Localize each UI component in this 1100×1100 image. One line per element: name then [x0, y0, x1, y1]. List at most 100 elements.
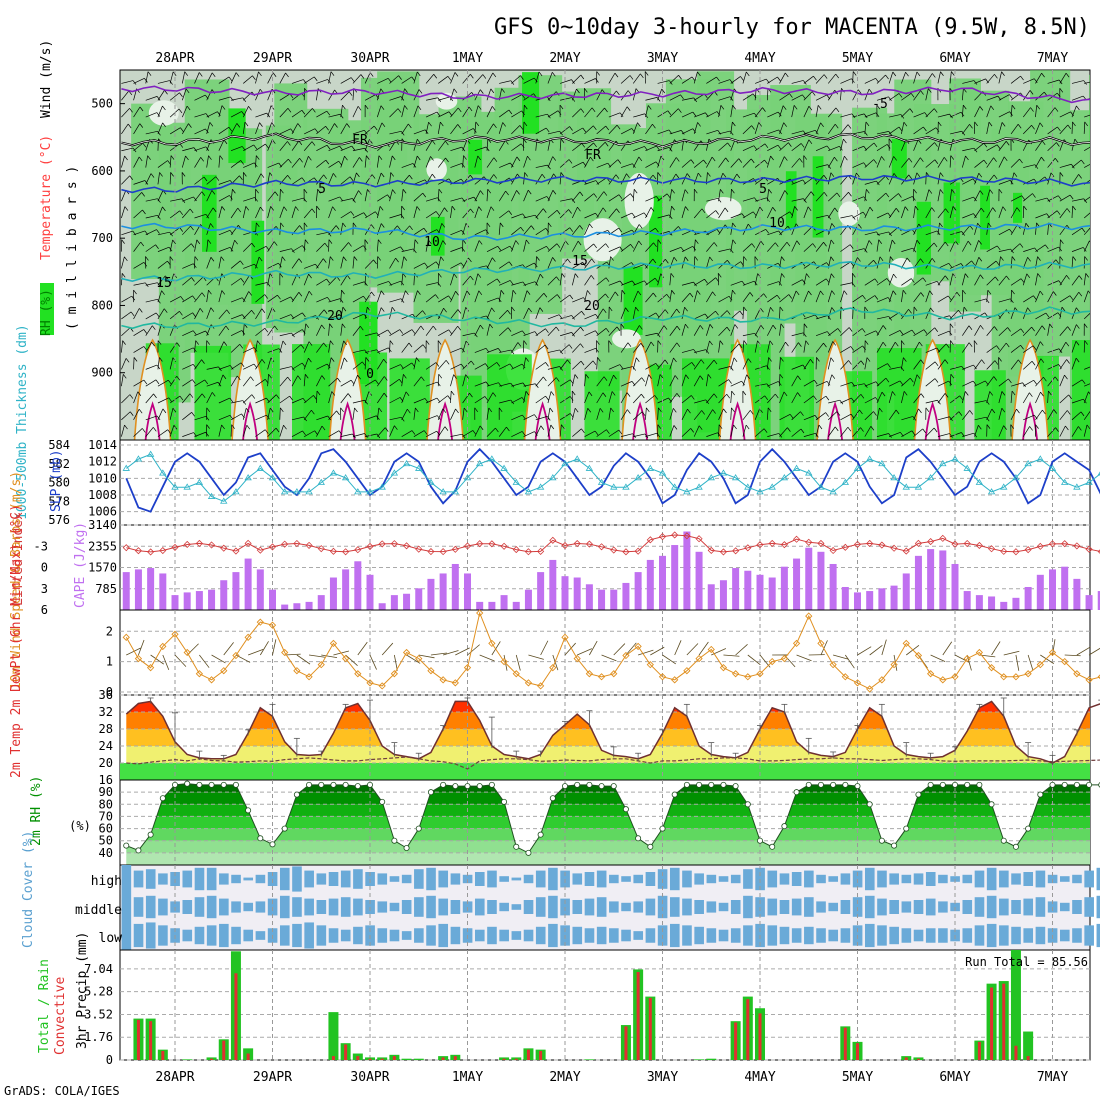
wind-barb [937, 359, 946, 370]
wind-barb [279, 314, 292, 320]
wind-barb [242, 121, 246, 134]
wind-barb-flag [978, 425, 982, 430]
wind-barb-flag [324, 242, 329, 248]
lifted-point [683, 532, 691, 540]
wind-barb [157, 408, 164, 420]
wind-barb [462, 374, 466, 387]
wind-barb [450, 230, 462, 236]
wind-barb-flag [754, 256, 759, 261]
wind-barb-flag [453, 273, 458, 279]
wind-barb [243, 242, 252, 252]
wind-barb-flag [323, 309, 328, 314]
wind-barb-flag [478, 240, 483, 245]
wind-barb-flag [524, 104, 528, 110]
wind-barb [766, 407, 769, 420]
wind-barb-flag [492, 257, 496, 262]
wind-barb-flag [556, 210, 561, 215]
wind-barb-flag [1029, 426, 1033, 431]
wind-barb-flag [217, 111, 221, 116]
wind-barb-flag [964, 391, 969, 396]
surface-isotherm-inner [144, 401, 161, 440]
wind-barb [498, 290, 502, 303]
wind-barb [632, 240, 640, 252]
wind-barb [450, 374, 454, 387]
wind-barb [974, 223, 978, 235]
wind-barb [901, 278, 912, 286]
wind-barb [632, 325, 640, 336]
wind-barb-flag [219, 155, 224, 160]
wind-barb [279, 366, 292, 370]
wind-barb [657, 374, 661, 387]
wind-barb-flag [402, 189, 407, 194]
wind-barb [157, 397, 169, 404]
wind-barb [157, 206, 163, 219]
wind-barb [462, 407, 465, 420]
wind-barb [815, 192, 825, 202]
wind-barb-flag [903, 357, 907, 362]
wind-barb [754, 293, 764, 303]
wind-barb [364, 189, 368, 202]
rh-tick-label: 50 [99, 834, 113, 848]
wind10m-barb [467, 644, 480, 656]
wind-barb [145, 341, 152, 353]
rh-high-patch [623, 266, 643, 335]
wind-barb [706, 374, 709, 387]
wind-barb-flag [520, 227, 524, 232]
rh-point [683, 781, 690, 788]
wind-barb [535, 293, 545, 303]
wind-barb-flag [565, 240, 569, 246]
pressure-tick-label: 500 [91, 97, 113, 111]
wind-barb [681, 374, 687, 387]
wind-barb [511, 75, 521, 84]
wind-barb [425, 156, 431, 168]
wind-barb-flag [700, 359, 705, 364]
wind-barb-flag [992, 207, 996, 212]
wind-barb [194, 379, 205, 387]
wind-barb-flag [364, 148, 368, 153]
wind-barb [986, 376, 995, 387]
isotherm-line [121, 222, 1090, 241]
wind-barb-flag [1019, 158, 1023, 164]
wind-barb [791, 332, 804, 337]
cape-bar [951, 563, 959, 610]
wind-barb [620, 212, 633, 219]
wind-barb-flag [380, 290, 385, 295]
wind-barb [913, 206, 916, 219]
thickness-point [1073, 483, 1081, 490]
wind-barb [645, 407, 647, 420]
wind-barb-flag [201, 393, 206, 398]
wind-barb-flag [912, 247, 917, 253]
wind-barb [584, 290, 588, 303]
wind-barb-flag [198, 72, 203, 77]
wind-barb-flag [995, 260, 1000, 266]
wind-barb-flag [506, 426, 510, 432]
wind-barb-flag [516, 190, 520, 195]
wind-barb-flag [825, 395, 830, 401]
wind-barb [133, 308, 140, 320]
wind-barb [377, 347, 389, 353]
wind-barb [718, 157, 726, 168]
wind-barb [888, 342, 896, 353]
wind-barb [572, 108, 582, 118]
wind-barb-flag [378, 155, 383, 160]
wind-barb [706, 310, 716, 320]
wind-barb-flag [701, 410, 705, 415]
wind-barb-flag [1031, 361, 1036, 366]
wind-barb-flag [364, 104, 369, 110]
wind10m-point [549, 664, 557, 672]
wind-barb [986, 174, 995, 185]
wind-barb-flag [1071, 164, 1075, 169]
wind-barb-flag [193, 147, 198, 152]
wind10m-point [476, 609, 484, 617]
wind-barb [230, 207, 239, 219]
wind-barb [706, 242, 715, 252]
wind-barb-flag [676, 342, 681, 348]
wind-barb [974, 106, 981, 118]
wind-barb [133, 106, 141, 118]
wind-barb [986, 360, 996, 370]
millibars-label: ( m i l l i b a r s ) [65, 166, 80, 330]
wind-barb-flag [972, 380, 977, 386]
wind-barb [937, 433, 950, 437]
wind-barb-flag [157, 299, 161, 304]
wind-barb-flag [560, 138, 565, 143]
